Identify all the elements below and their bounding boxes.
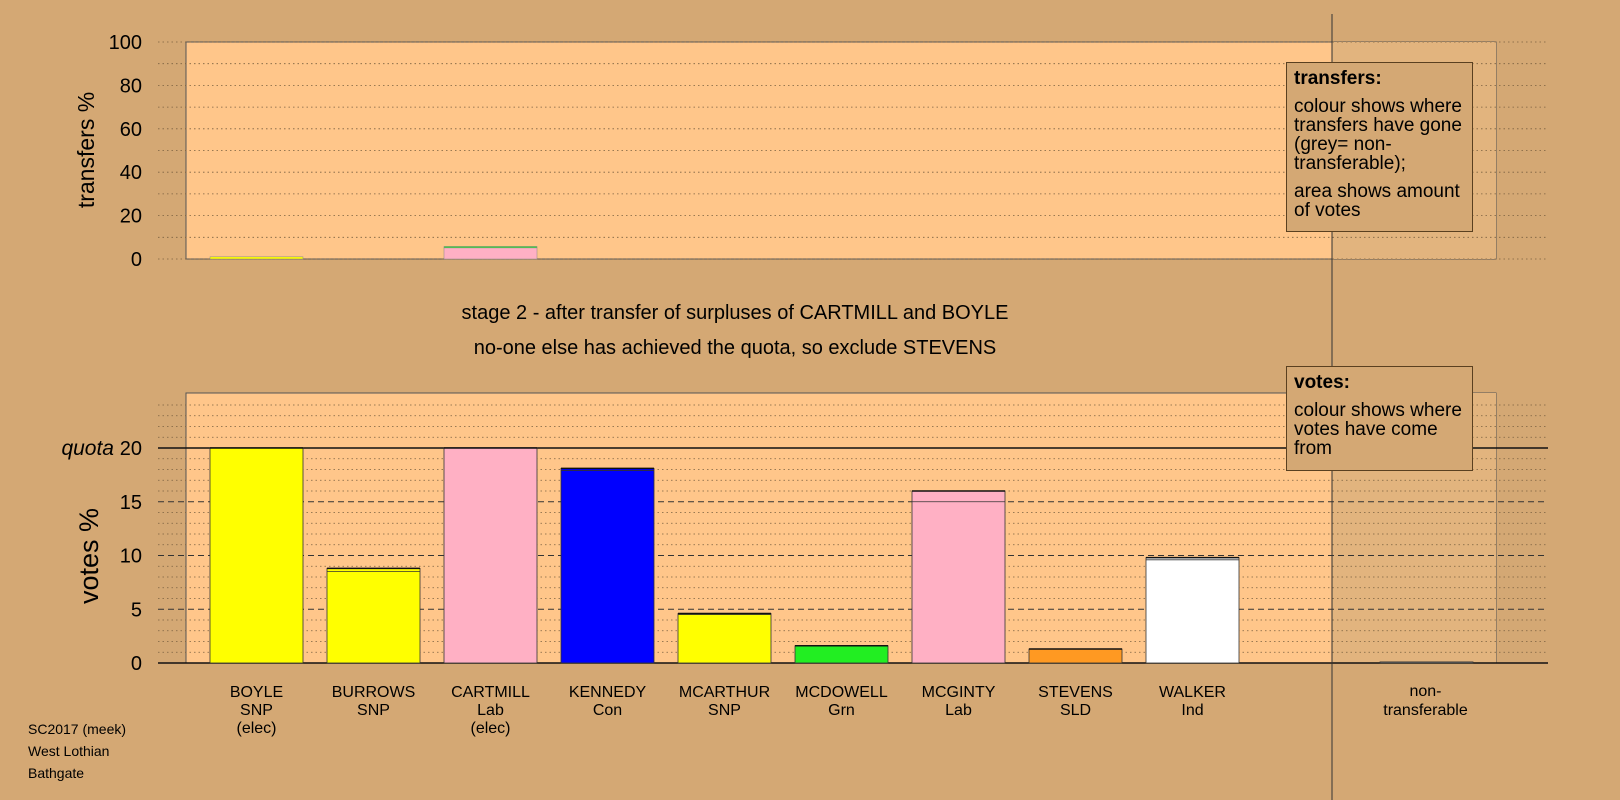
vote-bar-burrows (326, 568, 421, 664)
votes-legend-text: colour shows where votes have come from (1294, 400, 1462, 459)
nontransferable-label: transferable (1383, 702, 1468, 719)
candidate-party-label: SNP (240, 702, 273, 719)
transfers-tick-label: 60 (120, 119, 142, 141)
candidate-party-label: Con (593, 702, 622, 719)
transfers-tick-label: 20 (120, 206, 142, 228)
transfers-tick-label: 0 (131, 249, 142, 271)
footer-ward: Bathgate (28, 765, 85, 781)
transfer-bar-cartmill (443, 247, 538, 260)
votes-tick-label: 15 (120, 492, 142, 514)
footer-method: SC2017 (meek) (28, 721, 127, 737)
quota-label: quota (61, 437, 114, 460)
vote-bar-mcarthur (677, 613, 772, 664)
footer-council: West Lothian (28, 743, 110, 759)
stage-subtitle: no-one else has achieved the quota, so e… (474, 337, 997, 359)
votes-tick-label: 5 (131, 599, 142, 621)
votes-tick-label: 20 (120, 438, 142, 460)
vote-bar-stevens (1028, 648, 1123, 664)
transfer-bar-cartmill (443, 246, 538, 249)
candidate-name-label: KENNEDY (569, 684, 647, 701)
votes-tick-label: 0 (131, 653, 142, 675)
transfers-legend-text-colour: colour shows where transfers have gone (… (1294, 96, 1462, 174)
vote-bar-kennedy (560, 468, 655, 664)
transfers-legend: transfers: colour shows where transfers … (1286, 62, 1473, 232)
vote-bar-mcdowell (794, 645, 889, 664)
votes-y-axis-label: votes % (74, 508, 104, 604)
candidate-party-label: Lab (477, 702, 504, 719)
transfer-bar-boyle (209, 256, 304, 260)
footer-info: SC2017 (meek) West Lothian Bathgate (28, 718, 126, 784)
vote-bar-mcginty (911, 490, 1006, 664)
candidate-name-label: MCGINTY (922, 684, 996, 701)
transfers-y-axis-label: transfers % (73, 92, 99, 208)
transfers-legend-title: transfers: (1294, 68, 1382, 89)
votes-legend-title: votes: (1294, 372, 1350, 393)
candidate-name-label: BURROWS (332, 684, 416, 701)
candidate-status-label: (elec) (470, 720, 510, 737)
transfers-legend-text-area: area shows amount of votes (1294, 181, 1460, 221)
vote-bar-walker (1145, 557, 1240, 664)
candidate-party-label: Ind (1181, 702, 1203, 719)
candidate-name-label: MCDOWELL (795, 684, 888, 701)
stage-title: stage 2 - after transfer of surpluses of… (462, 302, 1009, 324)
candidate-name-label: WALKER (1159, 684, 1226, 701)
candidate-party-label: SNP (708, 702, 741, 719)
candidate-party-label: SNP (357, 702, 390, 719)
votes-tick-label: 10 (120, 546, 142, 568)
vote-bar-cartmill (443, 447, 538, 664)
vote-bar-boyle (209, 447, 304, 664)
candidate-party-label: Lab (945, 702, 972, 719)
candidate-status-label: (elec) (236, 720, 276, 737)
candidate-party-label: SLD (1060, 702, 1091, 719)
transfers-plot-area (185, 41, 1497, 260)
candidate-party-label: Grn (828, 702, 855, 719)
candidate-name-label: STEVENS (1038, 684, 1113, 701)
candidate-name-label: CARTMILL (451, 684, 530, 701)
vote-bar-nontransferable (1379, 661, 1474, 664)
votes-legend: votes: colour shows where votes have com… (1286, 366, 1473, 471)
transfers-tick-label: 40 (120, 162, 142, 184)
transfers-tick-label: 80 (120, 75, 142, 97)
nontransferable-label: non- (1409, 683, 1441, 700)
transfers-tick-label: 100 (109, 32, 142, 54)
candidate-name-label: MCARTHUR (679, 684, 770, 701)
candidate-name-label: BOYLE (230, 684, 283, 701)
